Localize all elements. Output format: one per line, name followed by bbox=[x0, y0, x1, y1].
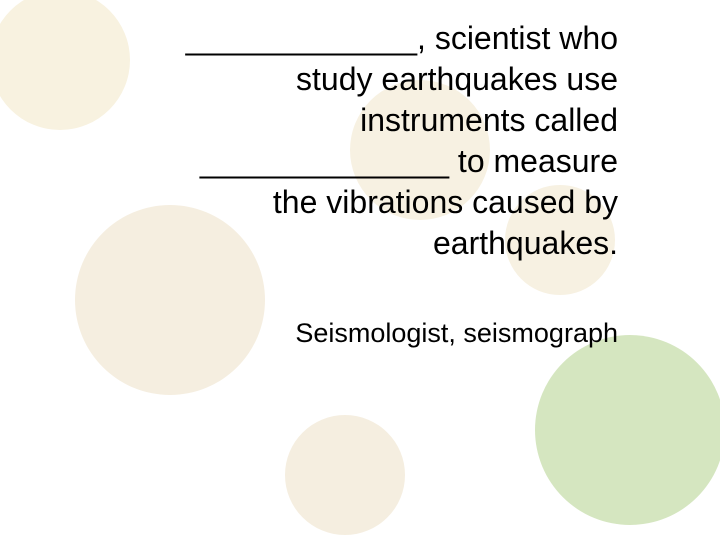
question-line: _____________, scientist who bbox=[186, 20, 618, 56]
decor-circle bbox=[285, 415, 405, 535]
question-line: instruments called bbox=[360, 102, 618, 138]
question-line: ______________ to measure bbox=[200, 143, 618, 179]
question-line: earthquakes. bbox=[433, 225, 618, 261]
decor-circle bbox=[535, 335, 720, 525]
slide: _____________, scientist who study earth… bbox=[0, 0, 720, 540]
question-line: the vibrations caused by bbox=[273, 184, 618, 220]
answer-text: Seismologist, seismograph bbox=[98, 318, 618, 349]
question-line: study earthquakes use bbox=[296, 61, 618, 97]
question-text: _____________, scientist who study earth… bbox=[98, 18, 618, 264]
